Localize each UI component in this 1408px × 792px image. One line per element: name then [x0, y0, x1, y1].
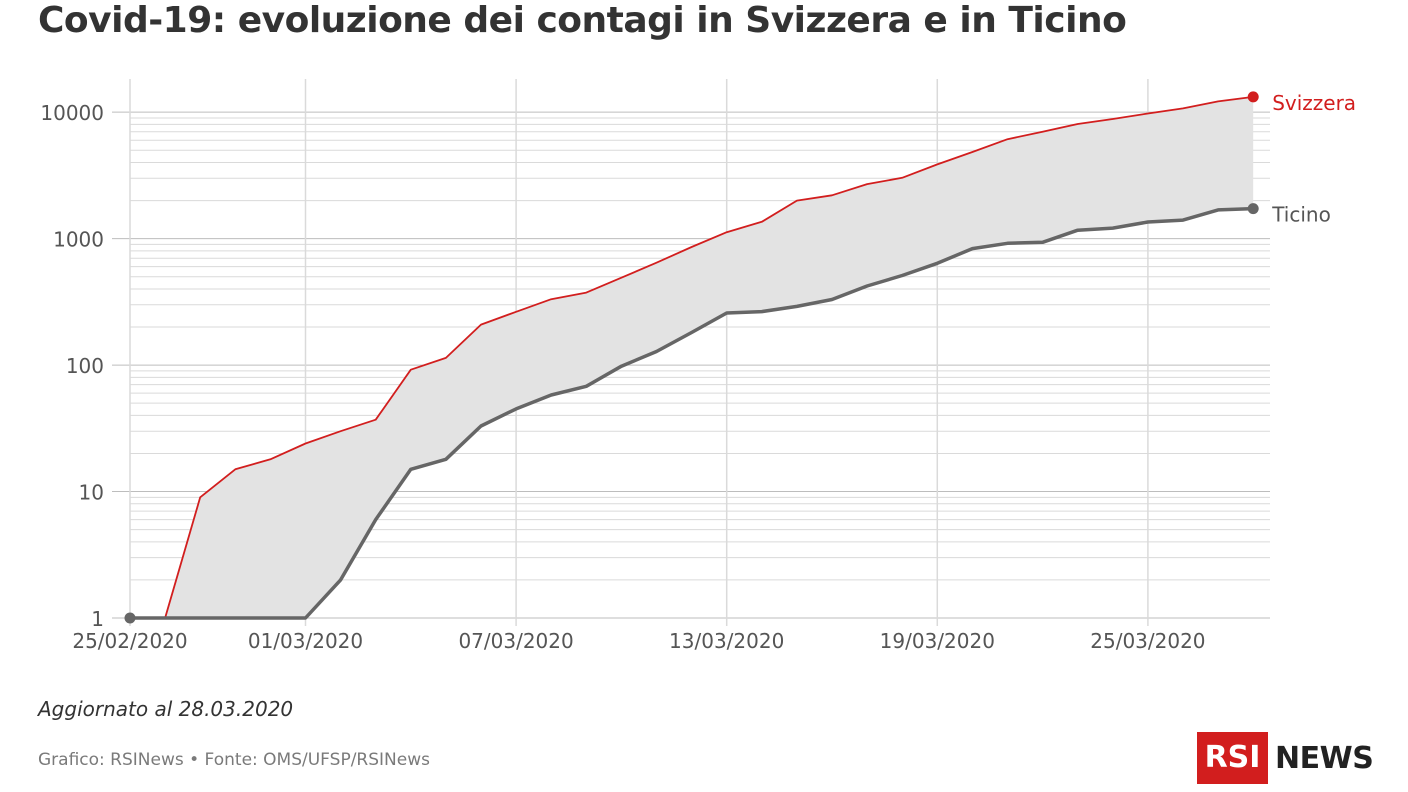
x-tick-label: 13/03/2020	[669, 629, 784, 653]
y-tick-label: 100	[66, 354, 104, 378]
x-tick-label: 07/03/2020	[458, 629, 573, 653]
logo-news: NEWS	[1275, 740, 1374, 776]
x-axis-ticks: 25/02/2020 01/03/2020 07/03/2020 13/03/2020…	[72, 629, 1205, 653]
source-note: Grafico: RSINews • Fonte: OMS/UFSP/RSINe…	[38, 750, 430, 770]
series-lines	[130, 96, 1254, 620]
x-tick-label: 01/03/2020	[248, 629, 363, 653]
range-band	[130, 96, 1254, 618]
rsi-news-logo: RSI NEWS	[1197, 732, 1374, 784]
chart-title: Covid-19: evoluzione dei contagi in Sviz…	[38, 0, 1127, 41]
series-labels: Svizzera Ticino	[124, 91, 1356, 624]
end-point-ticino	[1247, 203, 1259, 215]
series-line-ticino	[130, 206, 1254, 620]
logo-rsi: RSI	[1197, 732, 1268, 784]
y-axis-ticks: 1 10 100 1000 10000	[40, 101, 104, 631]
y-tick-label: 1000	[53, 228, 104, 252]
series-line-svizzera	[130, 96, 1254, 619]
series-label-ticino: Ticino	[1271, 203, 1331, 227]
start-point	[124, 612, 136, 624]
x-tick-label: 25/02/2020	[72, 629, 187, 653]
y-tick-label: 1	[91, 607, 104, 631]
updated-note: Aggiornato al 28.03.2020	[38, 697, 294, 721]
x-tick-label: 25/03/2020	[1090, 629, 1205, 653]
end-point-svizzera	[1247, 91, 1259, 103]
y-tick-label: 10000	[40, 101, 104, 125]
series-label-svizzera: Svizzera	[1272, 91, 1356, 115]
y-tick-label: 10	[79, 481, 104, 505]
x-tick-label: 19/03/2020	[880, 629, 995, 653]
